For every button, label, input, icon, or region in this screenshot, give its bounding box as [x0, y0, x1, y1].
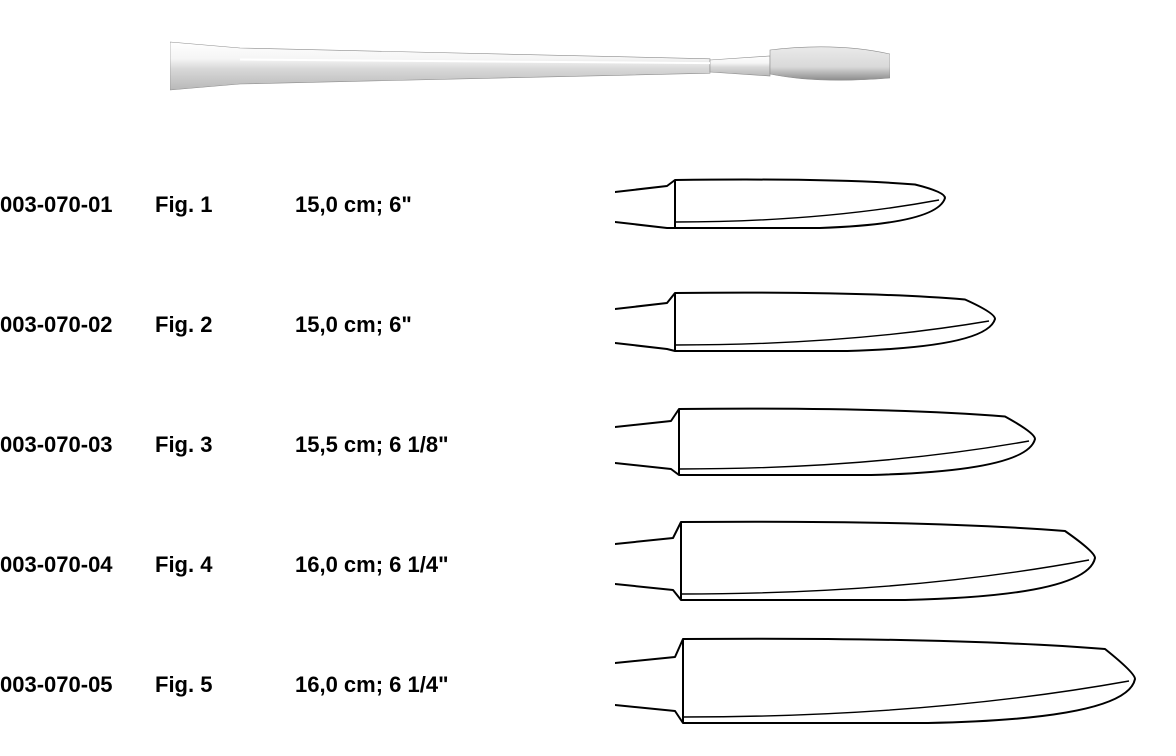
blade-outline	[615, 401, 1176, 489]
product-code: 003-070-01	[0, 192, 155, 218]
figure-label: Fig. 2	[155, 312, 295, 338]
product-size: 16,0 cm; 6 1/4"	[295, 552, 615, 578]
figure-label: Fig. 5	[155, 672, 295, 698]
product-size: 15,5 cm; 6 1/8"	[295, 432, 615, 458]
table-row: 003-070-01 Fig. 1 15,0 cm; 6"	[0, 145, 1176, 265]
figure-label: Fig. 3	[155, 432, 295, 458]
figure-label: Fig. 1	[155, 192, 295, 218]
variant-table: 003-070-01 Fig. 1 15,0 cm; 6" 003-070-02…	[0, 145, 1176, 745]
blade-outline	[615, 285, 1176, 365]
product-code: 003-070-04	[0, 552, 155, 578]
product-code: 003-070-05	[0, 672, 155, 698]
blade-outline	[615, 516, 1176, 614]
blade-outline	[615, 170, 1176, 240]
table-row: 003-070-03 Fig. 3 15,5 cm; 6 1/8"	[0, 385, 1176, 505]
figure-label: Fig. 4	[155, 552, 295, 578]
table-row: 003-070-02 Fig. 2 15,0 cm; 6"	[0, 265, 1176, 385]
blade-outline	[615, 633, 1176, 737]
product-size: 15,0 cm; 6"	[295, 192, 615, 218]
product-size: 15,0 cm; 6"	[295, 312, 615, 338]
table-row: 003-070-05 Fig. 5 16,0 cm; 6 1/4"	[0, 625, 1176, 745]
product-size: 16,0 cm; 6 1/4"	[295, 672, 615, 698]
product-code: 003-070-02	[0, 312, 155, 338]
scalpel-illustration	[170, 30, 890, 102]
product-hero-image	[170, 30, 890, 102]
table-row: 003-070-04 Fig. 4 16,0 cm; 6 1/4"	[0, 505, 1176, 625]
product-code: 003-070-03	[0, 432, 155, 458]
